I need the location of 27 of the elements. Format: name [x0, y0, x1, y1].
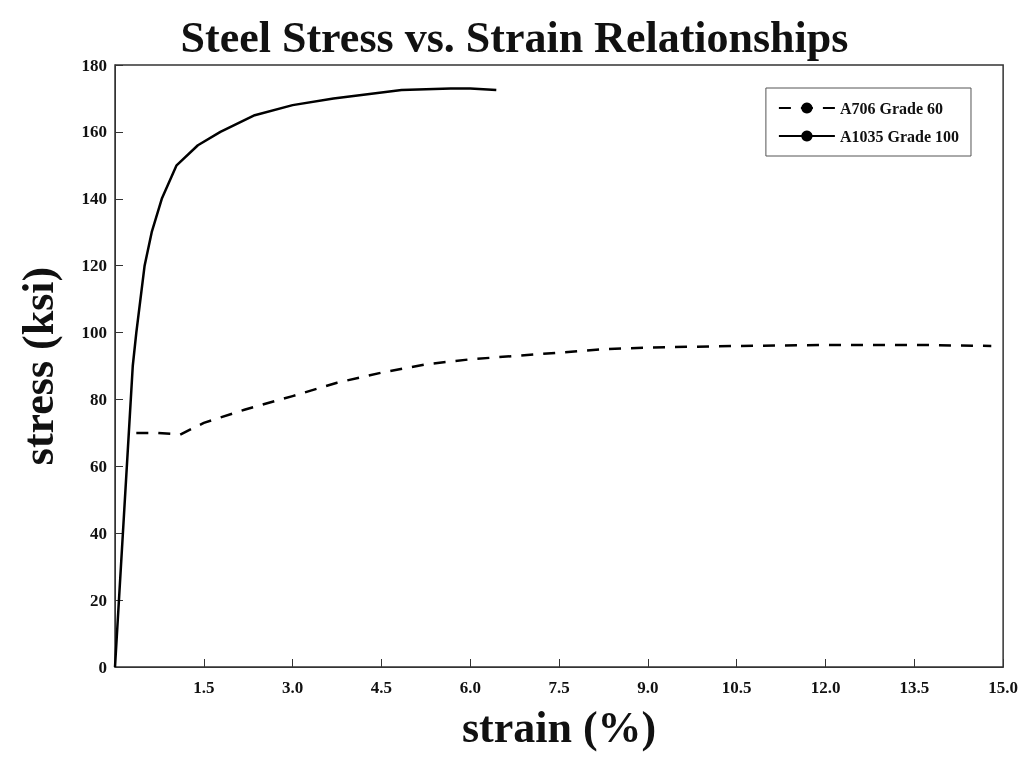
x-tick-label: 12.0 — [810, 678, 841, 697]
x-tick-label: 15.0 — [988, 678, 1018, 697]
y-axis-title: stress (ksi) — [13, 266, 63, 466]
x-axis-title: strain (%) — [461, 702, 657, 752]
x-tick-label: 6.0 — [459, 678, 481, 697]
line-series — [135, 343, 993, 436]
y-tick-label: 120 — [81, 256, 107, 276]
y-tick-label: 40 — [90, 523, 107, 543]
legend-label: A1035 Grade 100 — [839, 127, 960, 145]
x-tick-label: 4.5 — [370, 678, 393, 697]
y-tick-label: 100 — [81, 323, 107, 343]
x-tick-label: 3.0 — [282, 678, 304, 697]
x-tick-label: 7.5 — [548, 678, 570, 697]
y-tick-label: 60 — [90, 456, 107, 476]
y-tick-label: 20 — [90, 590, 107, 610]
y-tick-label: 160 — [81, 122, 107, 142]
x-tick-label: 13.5 — [899, 678, 930, 697]
y-tick-label: 180 — [81, 55, 107, 75]
legend-label: A706 Grade 60 — [839, 99, 944, 117]
y-tick-label: 0 — [98, 657, 107, 677]
x-tick-label: 10.5 — [721, 678, 752, 697]
chart-title: Steel Stress vs. Strain Relationships — [180, 12, 849, 62]
y-tick-label: 140 — [81, 189, 107, 209]
y-tick-label: 80 — [90, 389, 107, 409]
x-tick-label: 1.5 — [193, 678, 215, 697]
line-series — [113, 87, 498, 669]
x-tick-label: 9.0 — [637, 678, 659, 697]
